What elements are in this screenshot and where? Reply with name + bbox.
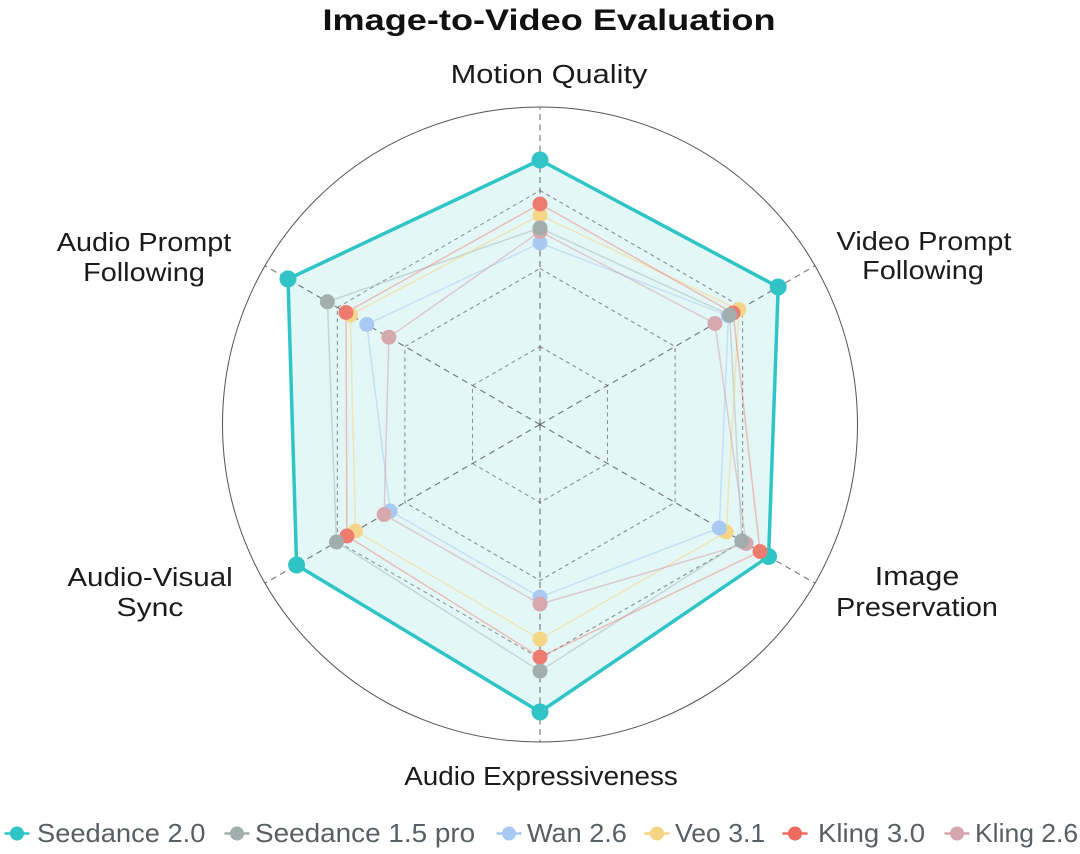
svg-text:Kling 2.6: Kling 2.6 — [975, 818, 1078, 848]
svg-text:Kling 3.0: Kling 3.0 — [818, 819, 925, 848]
svg-text:Sync: Sync — [116, 593, 183, 622]
svg-text:Following: Following — [862, 255, 984, 284]
svg-text:Wan 2.6: Wan 2.6 — [527, 818, 627, 847]
svg-text:Seedance 2.0: Seedance 2.0 — [37, 819, 205, 848]
svg-text:Preservation: Preservation — [836, 592, 998, 621]
svg-text:Audio Prompt: Audio Prompt — [57, 227, 232, 256]
svg-text:Veo 3.1: Veo 3.1 — [675, 818, 765, 848]
svg-text:Image: Image — [875, 561, 960, 590]
svg-text:Audio Expressiveness: Audio Expressiveness — [404, 762, 678, 791]
svg-text:Video Prompt: Video Prompt — [837, 226, 1012, 255]
svg-text:Audio-Visual: Audio-Visual — [67, 563, 232, 592]
svg-text:Motion Quality: Motion Quality — [451, 60, 649, 89]
svg-text:Image-to-Video Evaluation: Image-to-Video Evaluation — [322, 4, 775, 37]
svg-text:Following: Following — [83, 257, 205, 286]
svg-text:Seedance 1.5 pro: Seedance 1.5 pro — [255, 819, 475, 848]
